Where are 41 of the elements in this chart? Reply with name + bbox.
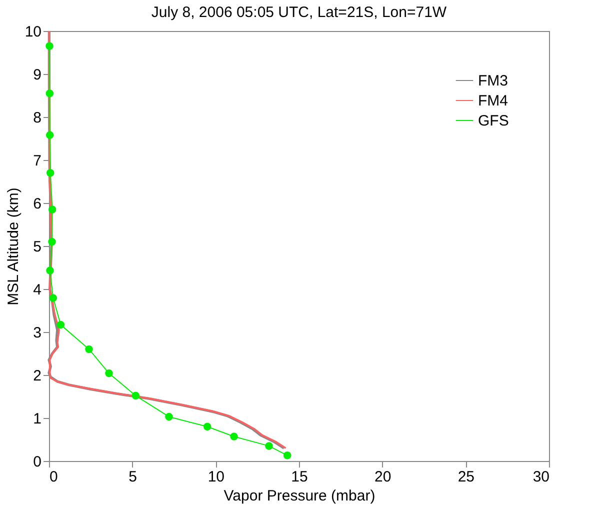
point [49,294,58,302]
point [46,42,54,50]
legend-label: FM4 [478,92,508,110]
point [46,266,54,274]
y-tick-label: 1 [33,410,42,428]
y-tick-label: 10 [24,24,42,40]
y-tick-label: 2 [33,368,42,384]
legend-label: GFS [478,112,509,130]
point [265,442,273,450]
x-tick-label: 10 [208,468,225,486]
x-axis-title: Vapor Pressure (mbar) [224,488,376,504]
point [56,320,65,329]
y-tick-label: 3 [33,324,42,342]
y-tick-label: 4 [33,282,42,298]
x-tick-label: 5 [128,468,138,486]
x-tick-label: 30 [532,468,550,486]
x-tick-label: 20 [374,468,392,486]
point [105,369,113,378]
point [46,89,54,98]
point [230,432,238,440]
point [48,206,56,214]
point [132,392,140,400]
x-tick-label: 15 [291,468,308,486]
legend-label: FM3 [478,72,508,90]
point [85,345,93,354]
y-tick-label: 0 [33,454,42,470]
y-tick-label: 6 [33,196,42,212]
y-tick-label: 8 [33,110,42,126]
point [165,412,173,421]
x-tick-label: 0 [50,468,58,486]
point [48,238,56,246]
y-tick-label: 7 [33,152,42,170]
point [203,422,212,430]
y-tick-label: 9 [33,66,42,84]
chart-title: July 8, 2006 05:05 UTC, Lat=21S, Lon=71W [151,4,448,21]
x-tick-label: 25 [458,468,475,486]
point [46,131,54,139]
y-tick-label: 5 [33,238,42,256]
point [283,452,292,460]
point [46,169,54,177]
y-axis-title: MSL Altitude (km) [4,188,22,306]
